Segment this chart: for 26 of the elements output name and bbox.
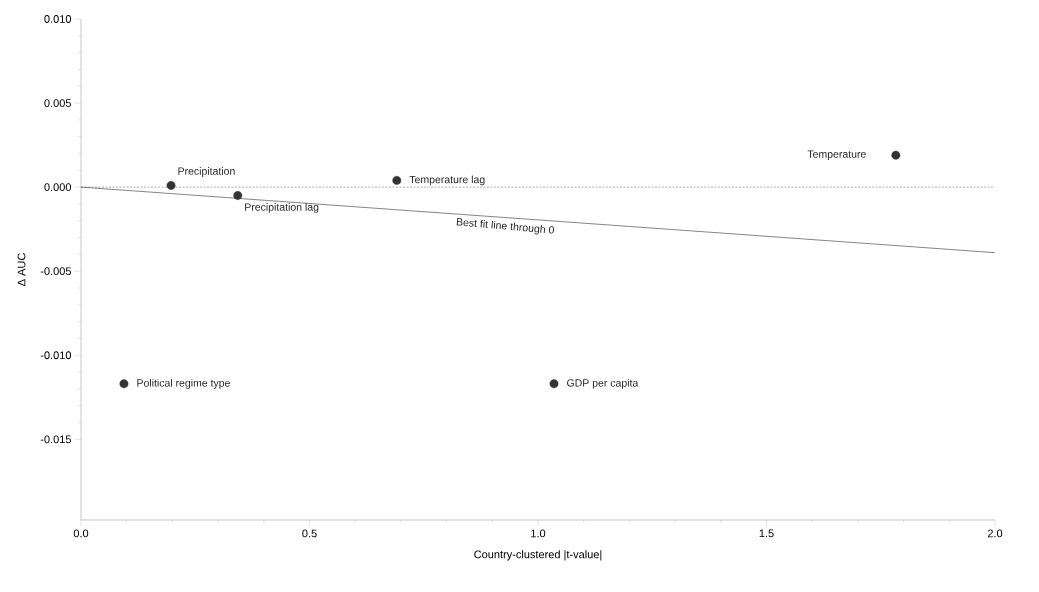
point [119, 379, 129, 389]
y-tick-label: -0.005 [40, 267, 71, 276]
x-tick-label: 0.0 [73, 529, 89, 538]
annotation: Precipitation lag [245, 203, 319, 213]
y-tick-label: -0.010 [40, 351, 72, 360]
x-tick-label: 2.0 [987, 529, 1003, 538]
annotation: Political regime type [137, 378, 230, 389]
x-axis-title: Country-clustered |t-value| [474, 550, 602, 561]
annotation: Temperature [807, 150, 866, 160]
point [891, 150, 901, 160]
annotation: Best fit line through 0 [456, 218, 555, 235]
annotation: Temperature lag [409, 175, 485, 186]
y-axis-title: Δ AUC [17, 253, 26, 286]
x-tick-label: 0.5 [302, 529, 317, 538]
point [549, 379, 559, 389]
point [392, 175, 402, 185]
y-tick-label: -0.015 [40, 435, 71, 444]
y-tick-label: 0.000 [44, 183, 72, 192]
x-tick-label: 1.5 [759, 529, 774, 538]
point [166, 181, 176, 190]
x-tick-label: 1.0 [531, 529, 546, 538]
y-tick-label: 0.005 [44, 99, 71, 107]
annotation: GDP per capita [567, 378, 639, 389]
y-tick-label: 0.010 [44, 15, 72, 23]
annotation: Precipitation [178, 167, 235, 177]
point [233, 191, 243, 200]
